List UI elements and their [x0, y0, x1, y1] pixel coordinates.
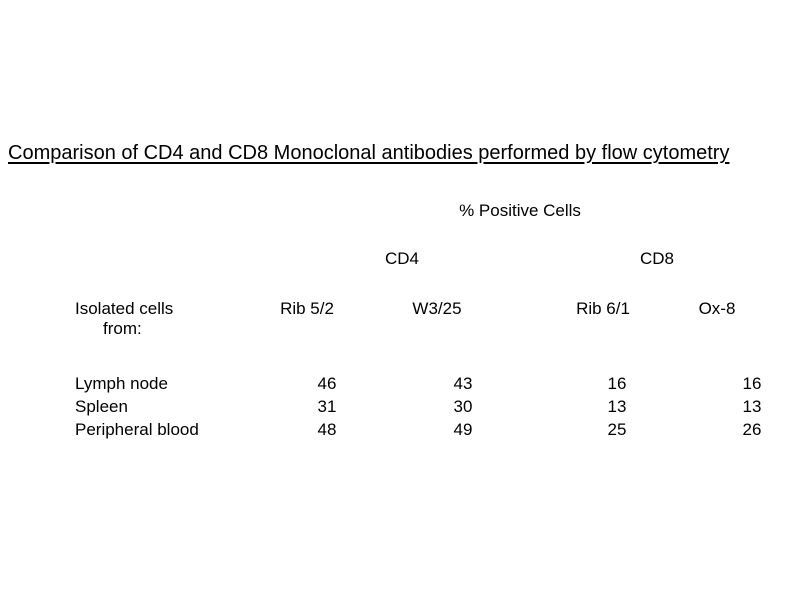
cell-value: 26 — [742, 420, 762, 439]
cell-value: 31 — [317, 397, 337, 416]
cell-value: 48 — [317, 420, 337, 439]
cell-value: 16 — [742, 374, 762, 393]
row-label-header-line1: Isolated cells — [75, 299, 174, 318]
row-label-header-line2: from: — [103, 319, 142, 339]
percent-positive-cells-label: % Positive Cells — [459, 201, 581, 220]
cell-value: 13 — [607, 397, 627, 416]
row-label: Spleen — [75, 397, 128, 416]
cell-value: 13 — [742, 397, 762, 416]
cell-value: 25 — [607, 420, 627, 439]
column-header-rib52: Rib 5/2 — [280, 299, 334, 318]
row-label-header: Isolated cells from: — [75, 299, 173, 340]
table-title: Comparison of CD4 and CD8 Monoclonal ant… — [8, 142, 730, 164]
group-header-cd4: CD4 — [384, 249, 420, 268]
cell-value: 49 — [453, 420, 473, 439]
cell-value: 43 — [453, 374, 473, 393]
group-header-cd8: CD8 — [639, 249, 675, 268]
row-label: Lymph node — [75, 374, 168, 393]
row-label: Peripheral blood — [75, 420, 199, 439]
column-header-ox8: Ox-8 — [698, 299, 736, 318]
cell-value: 46 — [317, 374, 337, 393]
column-header-w325: W3/25 — [412, 299, 462, 318]
cell-value: 30 — [453, 397, 473, 416]
column-header-rib61: Rib 6/1 — [576, 299, 630, 318]
cell-value: 16 — [607, 374, 627, 393]
